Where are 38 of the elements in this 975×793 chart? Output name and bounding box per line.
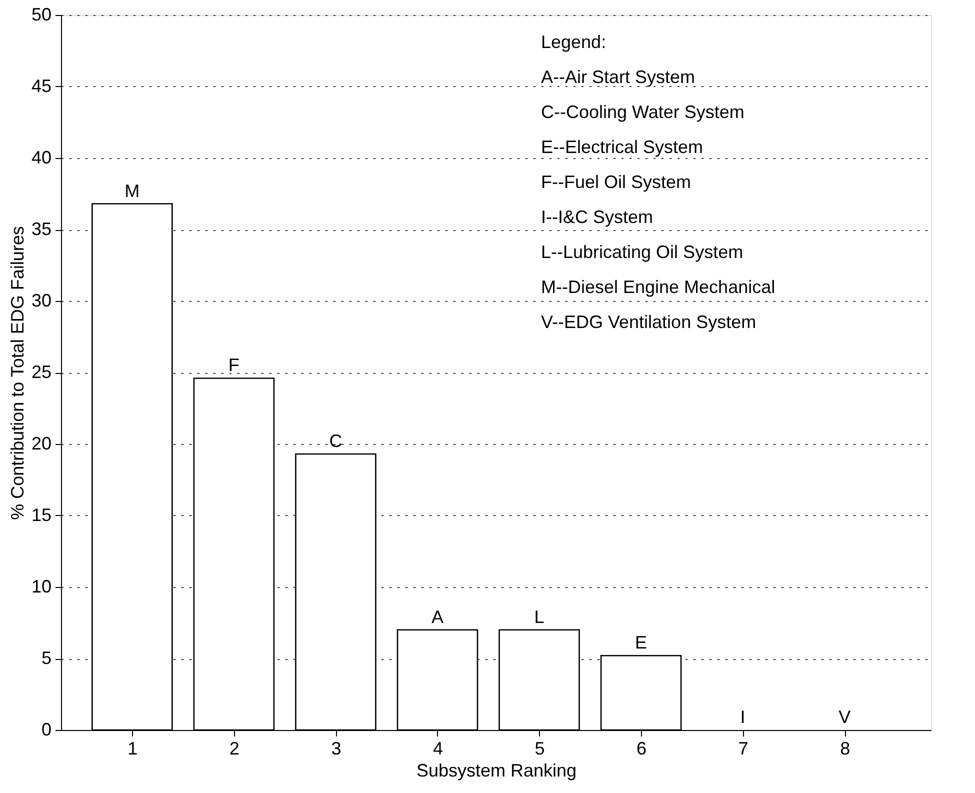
y-axis-title: % Contribution to Total EDG Failures [7,226,28,520]
data-label: V [838,707,851,727]
annotation: M--Diesel Engine Mechanical [541,277,776,297]
x-tick-label: 5 [534,738,545,758]
data-label: I [740,707,746,727]
x-axis-title: Subsystem Ranking [416,760,577,780]
y-tick-label: 25 [31,362,52,382]
annotation: F--Fuel Oil System [541,172,692,192]
y-tick-label: 35 [31,219,52,239]
annotation: A--Air Start System [541,67,696,87]
x-tick-label: 6 [636,738,647,758]
y-tick-label: 5 [41,648,52,668]
x-tick-label: 3 [331,738,342,758]
annotation: E--Electrical System [541,137,704,157]
data-label: E [635,632,648,653]
y-tick-label: 20 [31,434,52,454]
data-label: C [329,431,342,452]
x-tick-label: 4 [432,738,443,758]
annotation: Legend: [541,32,606,52]
x-tick-label: 2 [229,738,240,758]
data-label: M [124,180,140,201]
y-tick-label: 15 [31,505,52,525]
x-tick-label: 8 [840,738,850,758]
annotation: V--EDG Ventilation System [541,312,756,332]
y-tick-label: 50 [31,4,52,24]
y-tick-label: 40 [31,148,52,168]
data-label: F [228,355,240,376]
data-label: L [534,606,544,627]
annotation: I--I&C System [541,207,654,227]
y-tick-label: 45 [31,76,52,96]
data-label: A [431,606,444,627]
x-tick-label: 1 [128,738,138,758]
annotation: C--Cooling Water System [541,102,744,122]
annotation: L--Lubricating Oil System [541,242,744,262]
y-tick-label: 0 [41,720,52,740]
x-tick-label: 7 [738,738,748,758]
y-tick-label: 10 [31,576,52,596]
y-tick-label: 30 [31,290,52,310]
